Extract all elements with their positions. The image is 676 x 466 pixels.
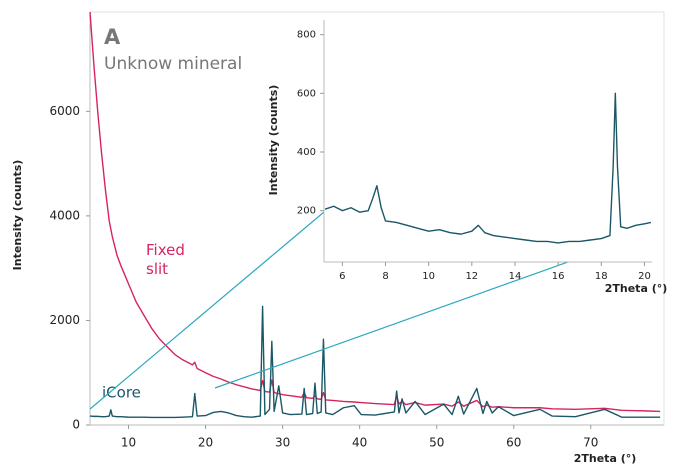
y-tick-label: 200 — [297, 206, 316, 217]
x-tick-label: 14 — [509, 271, 522, 282]
x-tick-label: 50 — [429, 436, 444, 450]
y-tick-label: 4000 — [49, 208, 80, 222]
y-tick-label: 6000 — [49, 104, 80, 118]
y-tick-label: 600 — [297, 88, 316, 99]
series-line — [324, 92, 652, 244]
y-tick-label: 400 — [297, 147, 316, 158]
x-tick-label: 70 — [583, 436, 598, 450]
x-tick-label: 20 — [638, 271, 651, 282]
zoom-line — [89, 211, 325, 410]
main-plot: 10 20 30 40 50 60 70 0 2000 4000 6000 2Theta (°) Int… — [11, 11, 664, 465]
x-tick-label: 10 — [121, 436, 136, 450]
x-tick-label: 18 — [595, 271, 608, 282]
inset-plot: 6 8 10 12 14 16 18 20 200 400 600 800 2Theta (°) Inte… — [267, 20, 667, 295]
x-tick-label: 10 — [422, 271, 435, 282]
x-tick-label: 20 — [198, 436, 213, 450]
y-tick-label: 2000 — [49, 313, 80, 327]
inset-background — [324, 20, 652, 262]
series-line — [89, 305, 661, 419]
x-axis-label: 2Theta (°) — [605, 282, 668, 295]
x-axis-label: 2Theta (°) — [574, 452, 637, 465]
y-axis-label: Intensity (counts) — [11, 160, 24, 271]
y-tick-label: 800 — [297, 30, 316, 41]
y-tick-label: 0 — [72, 418, 80, 432]
x-tick-label: 40 — [352, 436, 367, 450]
series-label: Fixed slit — [146, 241, 185, 278]
x-tick-label: 30 — [275, 436, 290, 450]
x-tick-label: 60 — [506, 436, 521, 450]
x-tick-label: 8 — [382, 271, 388, 282]
x-tick-label: 12 — [465, 271, 478, 282]
series-label: iCore — [102, 384, 141, 402]
y-axis-label: Intensity (counts) — [267, 85, 280, 196]
x-tick-label: 6 — [339, 271, 345, 282]
annotation: Unknow mineral — [104, 54, 242, 74]
annotation: A — [104, 25, 121, 49]
series-line — [89, 11, 661, 413]
x-tick-label: 16 — [552, 271, 565, 282]
